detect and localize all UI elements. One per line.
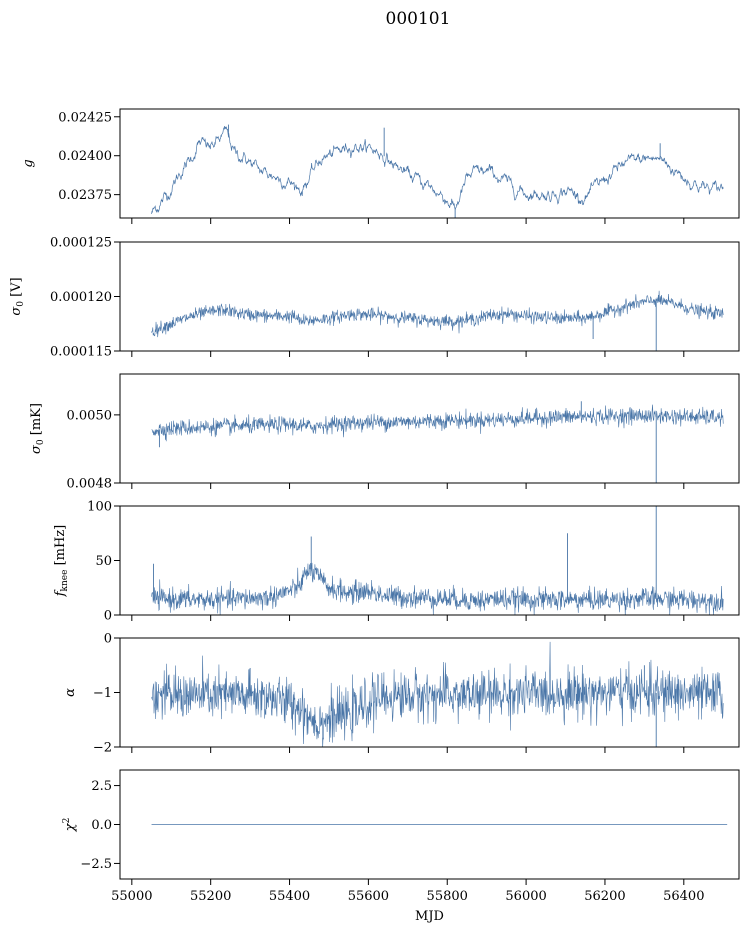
series-line-5 <box>151 641 724 747</box>
ytick-label: 100 <box>87 500 112 515</box>
ytick-label: 0.000120 <box>50 290 112 305</box>
series-line-3 <box>151 404 724 442</box>
ytick-label: −2 <box>93 741 112 756</box>
series-line-2 <box>151 290 724 338</box>
ytick-label: −2.5 <box>80 857 112 872</box>
panel-5: −2 −1 0 α <box>63 632 740 756</box>
panel-1: 0.02375 0.02400 0.02425 g <box>21 108 740 224</box>
xtick-label: 55200 <box>190 889 231 904</box>
ytick-label: 0.0050 <box>67 408 113 423</box>
panel-frame-3 <box>119 373 740 484</box>
xtick-label: 56400 <box>663 889 704 904</box>
ytick-label: 0 <box>104 609 112 624</box>
ytick-label: 0.0048 <box>67 477 113 492</box>
ytick-label: 0.02400 <box>58 149 112 164</box>
panel-2: 0.000115 0.000120 0.000125 σ0 [V] <box>9 236 740 360</box>
xtick-label: 56200 <box>584 889 625 904</box>
panel-frame-1 <box>119 108 740 219</box>
ytick-label: 2.5 <box>91 779 112 794</box>
figure-title: 000101 <box>386 9 451 29</box>
y-axis-label: α <box>63 688 78 697</box>
y-axis-label: σ0 [mK] <box>29 403 46 454</box>
series-line-4 <box>151 562 724 615</box>
y-axis-label: g <box>21 159 36 167</box>
y-axis-label: χ2 <box>62 818 78 833</box>
xtick-label: 55800 <box>427 889 468 904</box>
panel-3: 0.0048 0.0050 σ0 [mK] <box>29 373 740 492</box>
xtick-label: 56000 <box>505 889 546 904</box>
y-axis-label: σ0 [V] <box>9 277 26 315</box>
panel-6: −2.5 0.0 2.5 55000 55200 55400 55600 55800 56000… <box>62 769 740 924</box>
ytick-label: 0 <box>104 632 112 647</box>
ytick-label: 0.02425 <box>58 110 112 125</box>
y-axis-label: fknee [mHz] <box>53 525 70 598</box>
panel-4: 0 50 100 fknee [mHz] <box>53 500 740 624</box>
ytick-label: 0.02375 <box>58 188 112 203</box>
ytick-label: 0.000125 <box>50 236 112 251</box>
xtick-label: 55600 <box>348 889 389 904</box>
xtick-label: 55000 <box>111 889 152 904</box>
x-axis-label: MJD <box>415 909 444 924</box>
ytick-label: 0.0 <box>91 818 112 833</box>
ytick-label: 50 <box>95 554 112 569</box>
series-line-1 <box>151 126 724 214</box>
panel-frame-2 <box>119 241 740 352</box>
ytick-label: −1 <box>93 686 112 701</box>
xtick-label: 55400 <box>269 889 310 904</box>
ytick-label: 0.000115 <box>50 345 112 360</box>
